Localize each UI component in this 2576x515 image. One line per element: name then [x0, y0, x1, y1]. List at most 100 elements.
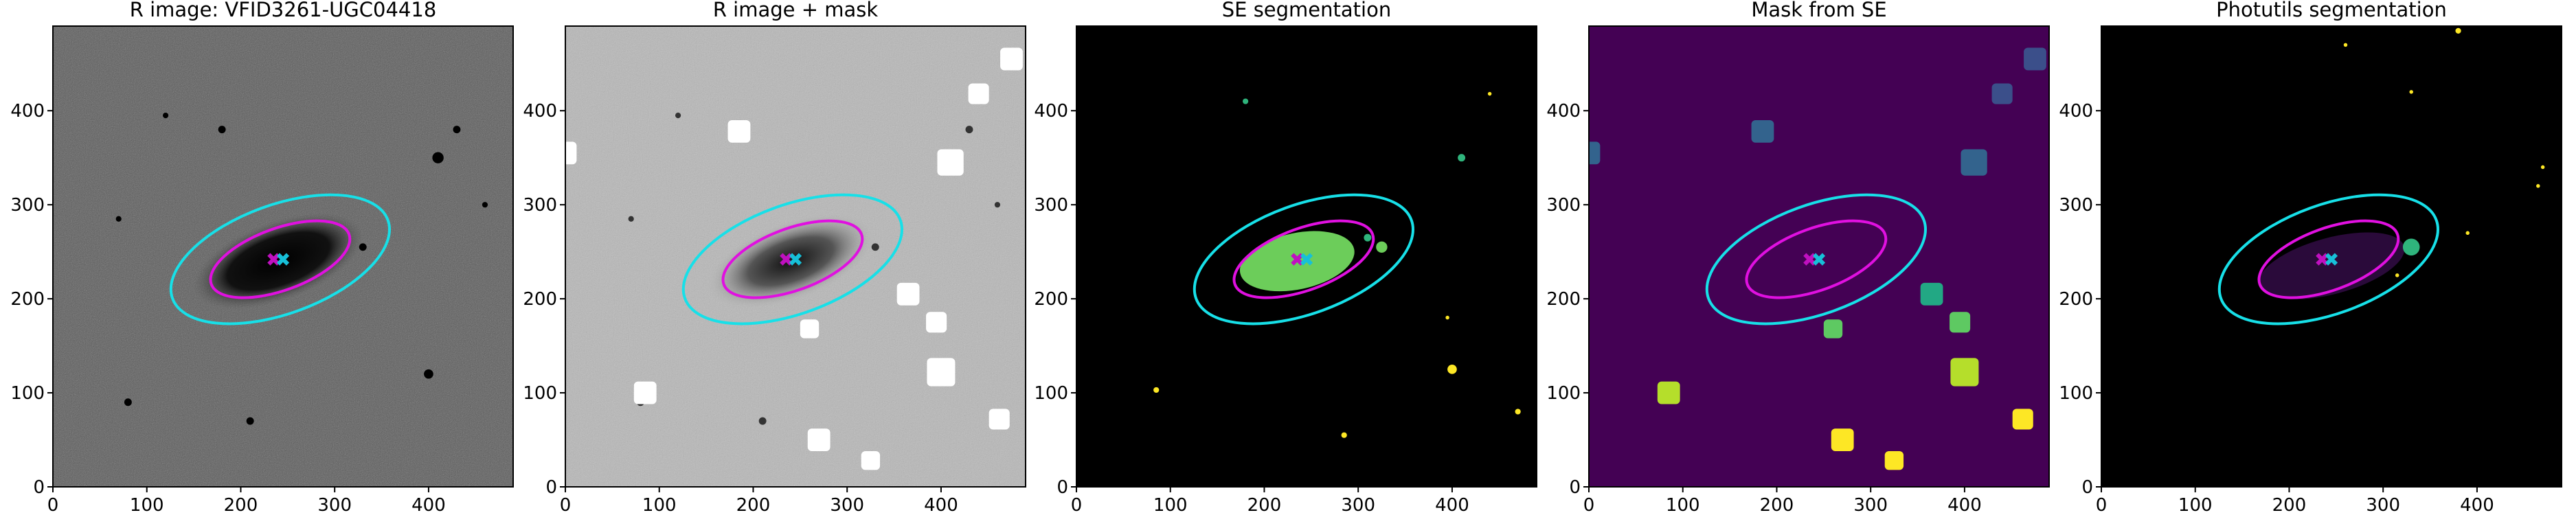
x-tick-label: 400 [2460, 495, 2494, 515]
outer-ellipse [1705, 193, 1927, 325]
x-tick-label: 300 [1341, 495, 1375, 515]
segment [1515, 409, 1521, 415]
segment [2540, 165, 2545, 170]
outer-ellipse [1193, 193, 1414, 325]
image [1076, 26, 1550, 487]
panel: Mask from SE 0 100 200 300 400 0 100 200 300 400 [1546, 0, 2050, 515]
x-tick-label: 300 [317, 495, 352, 515]
star [424, 369, 433, 379]
image [2101, 26, 2562, 487]
mask-region [1991, 83, 2013, 104]
panel-title: R image: VFID3261-UGC04418 [130, 0, 437, 21]
center-marker [1291, 253, 1304, 266]
center-marker [1300, 253, 1313, 266]
outer-ellipse [2217, 193, 2439, 325]
segment [1243, 98, 1249, 104]
mask-region [633, 381, 657, 404]
y-tick-label: 200 [2059, 289, 2093, 310]
segment [2343, 43, 2348, 47]
mask-region [2012, 409, 2033, 430]
y-tick-label: 200 [1034, 289, 1068, 310]
x-tick-label: 100 [1666, 495, 1700, 515]
segment [1153, 387, 1160, 393]
center-marker [789, 253, 802, 266]
y-tick-label: 0 [545, 477, 557, 498]
star [162, 112, 169, 119]
y-tick-label: 0 [2081, 477, 2093, 498]
inner-ellipse [1232, 219, 1375, 299]
x-tick-label: 200 [736, 495, 771, 515]
star [218, 126, 226, 134]
x-tick-label: 400 [924, 495, 958, 515]
star [628, 216, 634, 222]
axes-frame [52, 25, 514, 488]
star [871, 243, 879, 251]
y-tick-label: 300 [10, 195, 45, 216]
segment [1445, 315, 1449, 320]
mask-region [807, 428, 831, 451]
y-tick-label: 400 [1546, 101, 1581, 122]
x-tick-label: 0 [1071, 495, 1083, 515]
x-tick-label: 200 [1760, 495, 1794, 515]
center-marker [1812, 253, 1826, 266]
segment [2455, 27, 2461, 34]
center-marker [2325, 253, 2338, 266]
image [565, 26, 1026, 487]
mask-region [1961, 149, 1987, 176]
star [115, 216, 122, 222]
mask-region [896, 282, 920, 306]
segment [1376, 241, 1388, 253]
x-tick-label: 0 [2096, 495, 2108, 515]
x-tick-label: 400 [411, 495, 446, 515]
y-tick-label: 300 [1546, 195, 1581, 216]
mask-region [1831, 428, 1854, 451]
inner-ellipse [2257, 219, 2400, 299]
y-tick-label: 300 [523, 195, 557, 216]
y-tick-label: 100 [1546, 383, 1581, 404]
segment [1542, 51, 1550, 58]
y-tick-label: 200 [10, 289, 45, 310]
mask-region [937, 149, 964, 176]
star [359, 243, 367, 251]
mask-region [1950, 312, 1971, 333]
star [482, 202, 488, 208]
axes-frame [565, 25, 1026, 488]
segment [2465, 231, 2470, 236]
center-marker [780, 253, 793, 266]
x-tick-label: 200 [2272, 495, 2307, 515]
x-tick-label: 0 [47, 495, 59, 515]
star [758, 417, 767, 425]
segment [2258, 232, 2405, 299]
y-tick-label: 100 [523, 383, 557, 404]
x-tick-label: 0 [1583, 495, 1595, 515]
segment [2395, 273, 2399, 277]
segment [1364, 233, 1372, 242]
x-tick-label: 0 [560, 495, 572, 515]
center-marker [2316, 253, 2329, 266]
center-marker [267, 253, 280, 266]
panel: SE segmentation 0 100 200 300 400 0 100 200 300 40… [1034, 0, 1550, 515]
star [124, 398, 132, 407]
mask-region [926, 312, 947, 333]
panel: R image: VFID3261-UGC04418 0 100 200 300 400 0… [10, 0, 514, 515]
mask-region [800, 319, 820, 339]
inner-ellipse [1745, 219, 1888, 299]
inner-ellipse [209, 219, 352, 299]
mask-region [1589, 141, 1601, 165]
y-tick-label: 0 [33, 477, 45, 498]
mask-region [1000, 47, 1023, 71]
axes-frame [1588, 25, 2050, 488]
outer-ellipse [681, 193, 903, 325]
mask-region [1884, 450, 1904, 470]
segment [2409, 90, 2413, 94]
panel-title: SE segmentation [1222, 0, 1391, 21]
y-tick-label: 400 [2059, 101, 2093, 122]
star [994, 202, 1001, 208]
segment [1458, 154, 1466, 162]
segment [2536, 184, 2540, 188]
y-tick-label: 0 [1569, 477, 1581, 498]
panel-title: R image + mask [713, 0, 879, 21]
panel: R image + mask 0 100 200 300 400 0 100 200 300 400 [523, 0, 1026, 515]
